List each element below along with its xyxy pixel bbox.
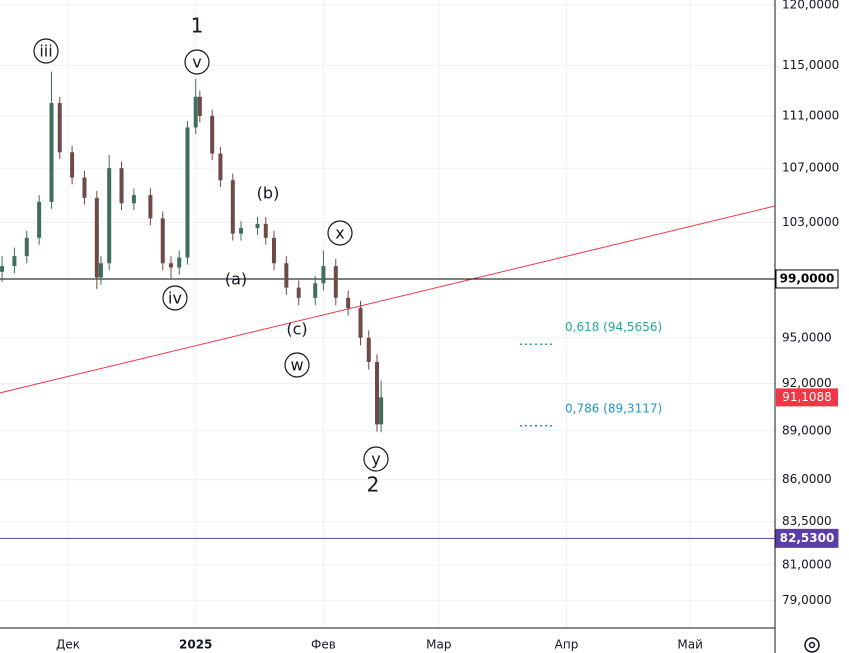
wave-label: x: [335, 224, 344, 243]
grid: [0, 0, 775, 628]
settings-icon-core: [808, 641, 816, 649]
candle-body: [239, 228, 244, 234]
candle-body: [24, 237, 29, 257]
y-tick-label: 92,0000: [782, 376, 832, 390]
wave-label: (a): [225, 270, 247, 289]
fib-label: 0,786 (89,3117): [565, 401, 662, 415]
y-tick-label: 83,5000: [782, 514, 832, 528]
wave-label: (c): [286, 320, 307, 339]
y-tick-label: 89,0000: [782, 423, 832, 437]
candle-body: [82, 177, 87, 198]
candle-body: [131, 195, 136, 204]
x-tick-label: Фев: [311, 638, 336, 652]
wave-label: y: [371, 450, 380, 469]
y-tick-label: 86,0000: [782, 472, 832, 486]
candle-body: [185, 127, 190, 258]
candle-body: [98, 263, 103, 278]
candle-body: [346, 297, 351, 309]
candle-body: [57, 103, 62, 153]
candle-body: [193, 96, 198, 128]
settings-button[interactable]: [804, 637, 820, 653]
candle-body: [0, 266, 5, 272]
x-tick-label: Май: [677, 638, 703, 652]
candle-body: [119, 168, 124, 204]
candle-body: [333, 266, 338, 298]
candle-body: [230, 180, 235, 234]
y-tick-label: 103,0000: [782, 215, 839, 229]
x-tick-label: Мар: [426, 638, 451, 652]
candle-body: [358, 308, 363, 338]
y-tick-label: 111,0000: [782, 108, 839, 122]
price-label-box: [775, 528, 839, 548]
y-tick-label: 79,0000: [782, 593, 832, 607]
settings-icon: [804, 637, 820, 653]
wave-label: iii: [39, 42, 52, 61]
candle-body: [210, 115, 215, 154]
last-price-label: 91,1088: [782, 390, 832, 404]
plot-area: 0,618 (94,5656) 0,786 (89,3117) iii v 1 (b) x i…: [0, 14, 776, 539]
wave-label: w: [290, 356, 303, 375]
x-tick-label: 2025: [179, 638, 212, 652]
wave-label: 1: [191, 14, 204, 38]
candle-body: [70, 152, 75, 178]
wave-label: iv: [168, 289, 182, 308]
y-tick-label: 115,0000: [782, 58, 839, 72]
wave-label: (b): [257, 184, 280, 203]
axes: 120,0000 115,0000 111,0000 107,0000 103,0000…: [56, 0, 839, 652]
wave-label: v: [192, 53, 201, 72]
wave-circle: [162, 285, 188, 311]
candle-body: [271, 237, 276, 264]
candle-body: [284, 263, 289, 288]
price-label-box: [775, 269, 839, 289]
candle-body: [177, 257, 182, 268]
candle-body: [49, 103, 54, 202]
y-tick-label: 107,0000: [782, 161, 839, 175]
price-label: 82,5300: [780, 531, 835, 545]
candle-body: [263, 223, 268, 238]
candle-body: [218, 153, 223, 181]
y-tick-label: 81,0000: [782, 558, 832, 572]
candle-body: [148, 195, 153, 219]
candle-body: [321, 266, 326, 284]
x-tick-label: Апр: [555, 638, 579, 652]
price-label: 99,0000: [780, 271, 835, 285]
y-tick-label: 95,0000: [782, 330, 832, 344]
candle-body: [168, 263, 173, 268]
x-tick-label: Дек: [56, 638, 80, 652]
candle-body: [12, 256, 17, 267]
candle-body: [379, 397, 384, 425]
candle-body: [366, 337, 371, 362]
candle-body: [374, 361, 379, 425]
candle-body: [107, 168, 112, 264]
candle-body: [313, 283, 318, 298]
candle-body: [255, 223, 260, 229]
trendline: [0, 205, 776, 394]
candle-body: [94, 197, 99, 278]
wave-circle: [33, 38, 59, 64]
candle-body: [197, 96, 202, 116]
candle-body: [296, 287, 301, 298]
fib-label: 0,618 (94,5656): [565, 320, 662, 334]
wave-circle: [363, 446, 389, 472]
last-price-box: [776, 388, 838, 407]
candle-body: [160, 218, 165, 264]
wave-circle: [284, 352, 310, 378]
wave-label: 2: [367, 473, 380, 497]
wave-circle: [184, 49, 210, 75]
candle-body: [37, 201, 42, 238]
y-tick-label: 120,0000: [782, 0, 839, 11]
wave-circle: [327, 220, 353, 246]
